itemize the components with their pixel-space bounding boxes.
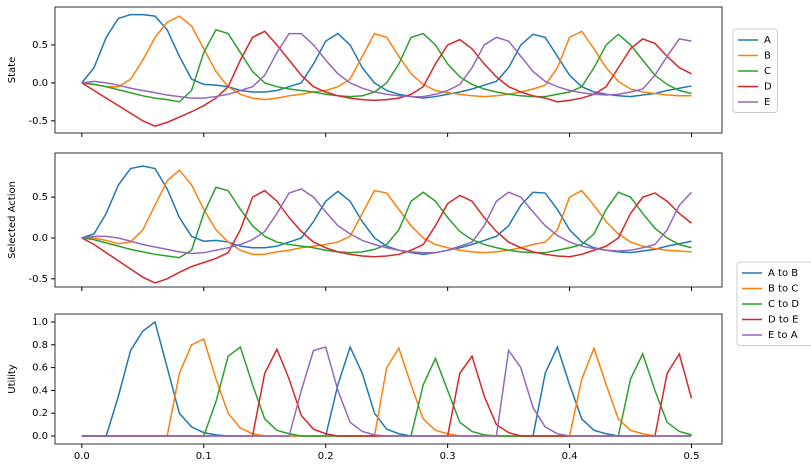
y-tick-label: 0.4: [32, 385, 48, 396]
series-line: [81, 32, 692, 99]
series-line: [81, 338, 692, 437]
x-tick-label: 0.0: [74, 451, 90, 462]
series-line: [81, 165, 692, 256]
x-tick-label: 0.1: [196, 451, 212, 462]
y-tick-label: 0.0: [32, 233, 48, 244]
legend-label: B: [764, 51, 771, 62]
y-axis-label: Utility: [7, 364, 18, 393]
y-tick-label: -0.5: [28, 274, 48, 285]
x-tick-label: 0.2: [318, 451, 334, 462]
series-line: [81, 189, 692, 284]
plot-frame: [54, 6, 723, 134]
legend-box: [736, 261, 811, 346]
y-tick-label: 0.6: [32, 363, 48, 374]
legend-label: C: [764, 66, 771, 77]
y-axis-label: Selected Action: [7, 181, 18, 259]
series-line: [81, 169, 692, 256]
y-tick-label: 0.5: [32, 192, 48, 203]
legend-label: C to D: [768, 299, 799, 310]
legend-label: A to B: [768, 268, 798, 279]
series-line: [81, 188, 693, 255]
series-line: [81, 15, 692, 101]
y-tick-label: 0.0: [32, 78, 48, 89]
series-line: [81, 13, 692, 99]
series-line: [81, 320, 692, 437]
x-tick-label: 0.5: [684, 451, 700, 462]
x-tick-label: 0.3: [440, 451, 456, 462]
y-tick-label: 0.5: [32, 40, 48, 51]
legend-label: E to A: [768, 330, 798, 341]
series-line: [81, 30, 692, 127]
legend-label: E: [764, 97, 770, 108]
plot-frame: [54, 152, 723, 288]
series-line: [81, 346, 692, 437]
y-tick-label: 0.2: [32, 408, 48, 419]
legend-label: A: [764, 35, 771, 46]
series-line: [81, 186, 692, 259]
legend-label: D: [764, 82, 772, 93]
x-tick-label: 0.4: [562, 451, 578, 462]
y-tick-label: 1.0: [32, 317, 48, 328]
y-tick-label: -0.5: [28, 116, 48, 127]
legend-label: B to C: [768, 284, 798, 295]
y-axis-label: State: [7, 57, 18, 83]
legend-label: D to E: [768, 315, 798, 326]
series-line: [81, 28, 692, 103]
plot-frame: [54, 313, 723, 445]
y-tick-label: 0.8: [32, 340, 48, 351]
y-tick-label: 0.0: [32, 431, 48, 442]
